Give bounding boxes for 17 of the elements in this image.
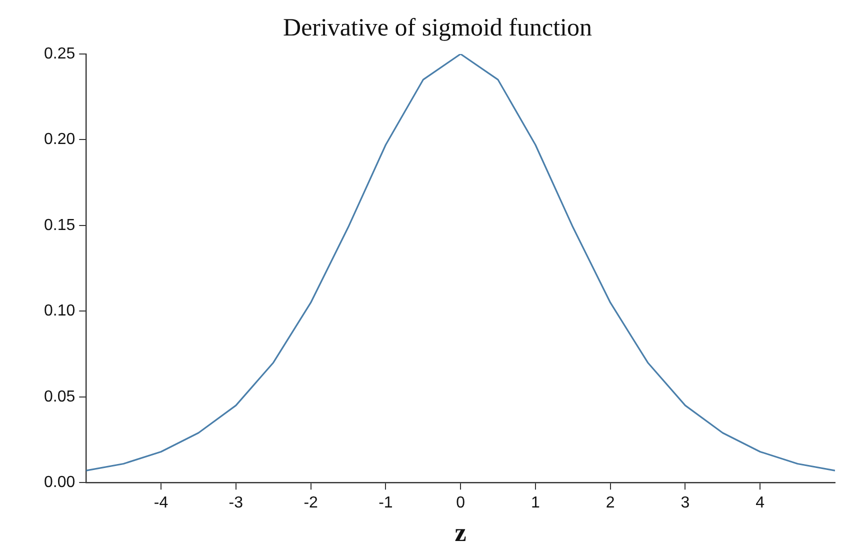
x-tick-label: -2 [304,494,318,512]
x-tick-label: 2 [606,494,615,512]
x-tick-label: -3 [228,494,244,512]
x-tick-label: 4 [756,494,765,512]
x-tick-label: 3 [680,494,690,512]
y-tick-label: 0.10 [44,302,76,320]
y-tick-label: 0.00 [44,474,76,492]
chart-title: Derivative of sigmoid function [283,14,592,42]
x-tick-label: 1 [531,494,540,512]
y-tick-label: 0.05 [44,388,76,406]
y-tick-label: 0.25 [44,45,76,62]
x-tick-label: -1 [378,494,393,512]
x-axis-title: z [454,518,466,548]
x-tick-label: 0 [456,494,466,512]
y-tick-label: 0.15 [44,216,76,234]
x-tick-label: -4 [154,494,168,512]
y-tick-label: 0.20 [44,131,76,148]
